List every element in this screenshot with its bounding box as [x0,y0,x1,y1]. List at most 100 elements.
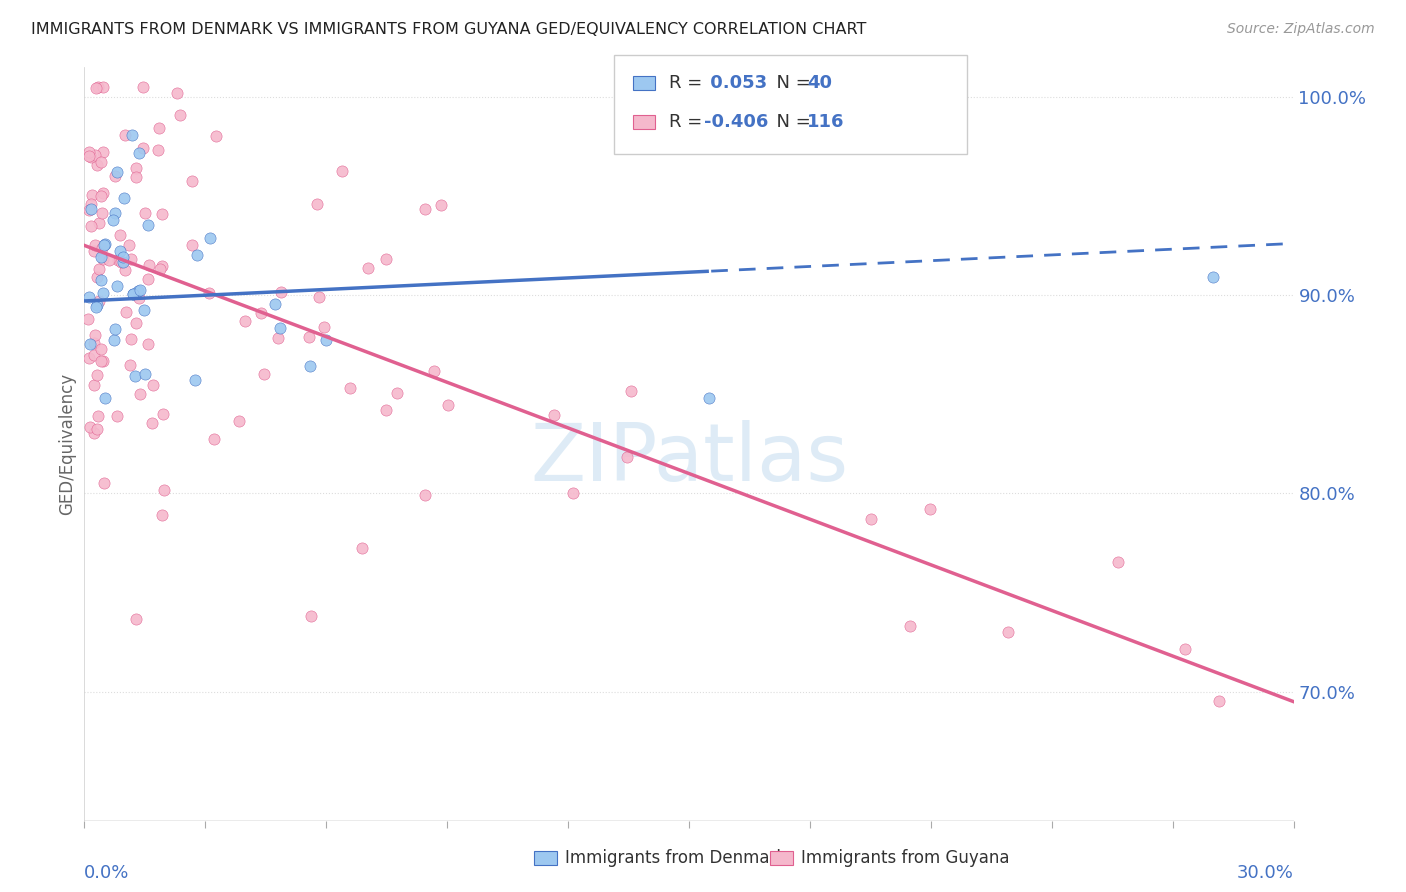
Point [87,216,110,230]
Point [1208,694,1230,708]
Point [330,164,353,178]
Point [198,231,221,245]
Point [104,206,127,220]
Point [105,409,128,423]
Point [83,244,105,258]
Point [91,79,114,94]
Point [184,373,207,387]
Point [125,169,148,184]
Point [80,196,103,211]
Point [128,387,150,401]
Point [90,273,112,287]
Point [131,79,153,94]
Text: Immigrants from Denmark: Immigrants from Denmark [565,849,786,867]
Point [150,207,173,221]
Point [152,407,174,421]
Point [77,202,100,217]
Point [86,300,108,314]
Point [150,259,173,273]
Text: 40: 40 [807,74,832,92]
Point [305,196,328,211]
Point [91,285,114,300]
Point [120,252,142,266]
Point [920,502,942,516]
Point [107,279,129,293]
Point [90,342,112,356]
Point [543,409,565,423]
Point [87,293,110,308]
Text: Immigrants from Guyana: Immigrants from Guyana [801,849,1010,867]
Point [128,291,150,305]
Text: IMMIGRANTS FROM DENMARK VS IMMIGRANTS FROM GUYANA GED/EQUIVALENCY CORRELATION CH: IMMIGRANTS FROM DENMARK VS IMMIGRANTS FR… [31,22,866,37]
Point [86,368,108,383]
Point [83,426,105,441]
Point [149,261,172,276]
Point [120,359,142,373]
Point [134,368,156,382]
Text: 0.0%: 0.0% [84,864,129,882]
Point [264,297,287,311]
Point [422,364,444,378]
Point [235,314,257,328]
Point [125,612,148,626]
Point [314,319,336,334]
Point [90,353,112,368]
Point [115,304,138,318]
Point [83,378,105,392]
Point [77,351,100,365]
Point [80,202,103,217]
Point [413,202,436,216]
Y-axis label: GED/Equivalency: GED/Equivalency [58,373,76,515]
Text: R =: R = [669,113,709,131]
Point [138,272,160,286]
Point [89,262,111,277]
Point [104,169,127,183]
Point [298,330,321,344]
Point [97,253,120,268]
Point [136,219,159,233]
Point [86,297,108,311]
Point [110,254,132,268]
Point [315,333,337,347]
Point [430,198,453,212]
Point [128,146,150,161]
Point [136,337,159,351]
Point [79,420,101,434]
Point [104,322,127,336]
Point [87,409,110,423]
Point [138,258,160,272]
Point [186,247,208,261]
Point [120,332,142,346]
Point [93,186,115,201]
Point [562,486,585,500]
Point [270,285,292,300]
Point [298,359,321,373]
Point [374,252,396,267]
Point [90,206,112,220]
Point [299,609,322,624]
Point [437,398,460,412]
Point [616,450,638,464]
Point [122,286,145,301]
Point [620,384,643,398]
Point [118,238,141,252]
Point [131,141,153,155]
Point [339,381,361,395]
Point [125,316,148,330]
Point [90,189,112,203]
Point [105,165,128,179]
Point [77,148,100,162]
Point [77,290,100,304]
Point [103,333,125,347]
Point [91,145,114,159]
Text: N =: N = [765,113,817,131]
Point [375,403,398,417]
Point [79,336,101,351]
Point [114,263,136,277]
Text: -0.406: -0.406 [704,113,769,131]
Text: Source: ZipAtlas.com: Source: ZipAtlas.com [1227,22,1375,37]
Point [152,483,174,498]
Point [111,250,134,264]
Point [84,80,107,95]
Point [94,391,117,405]
